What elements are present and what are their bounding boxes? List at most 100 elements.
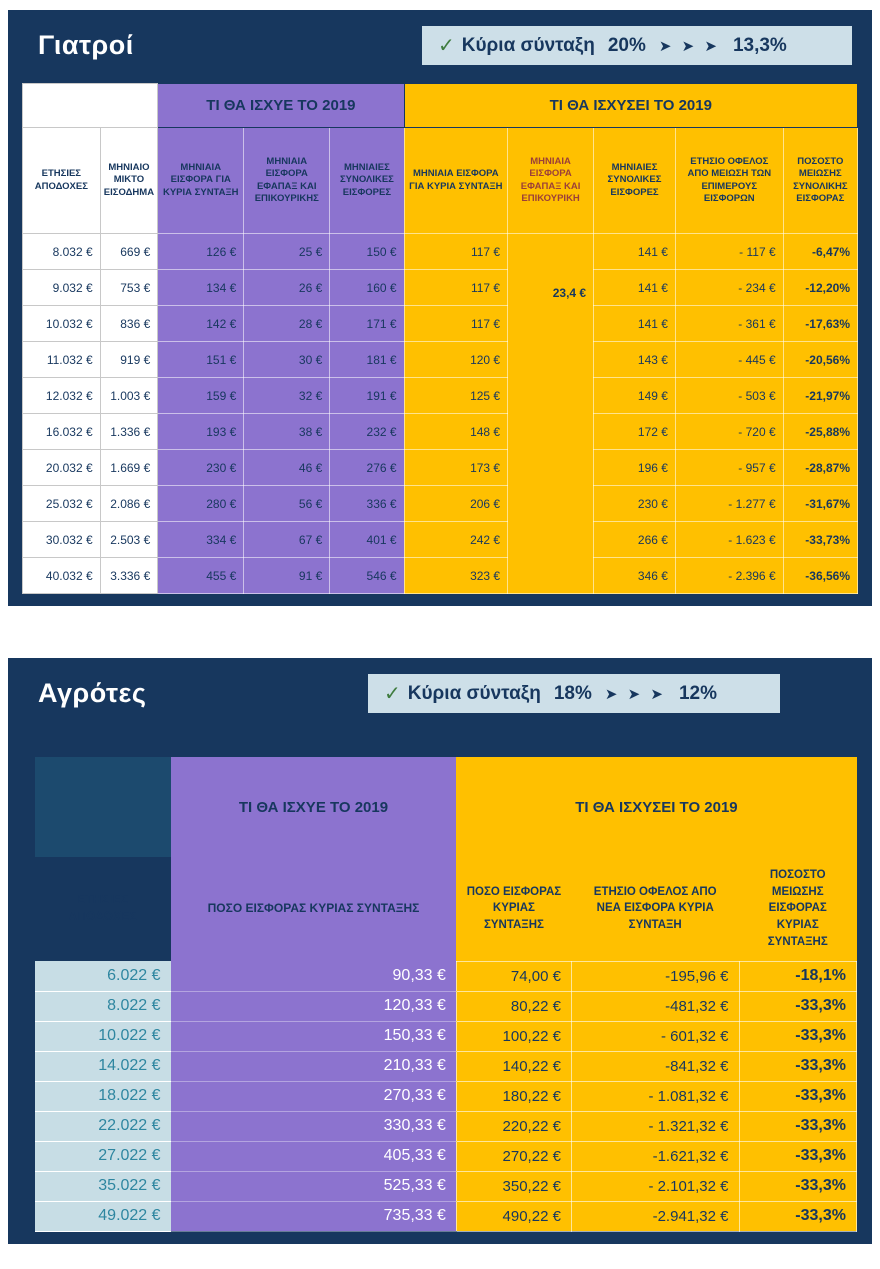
col-header-annual-income: ΕΤΗΣΙΕΣ ΑΠΟΔΟΧΕΣ [35, 857, 171, 961]
banner-label: Κύρια σύνταξη [407, 682, 541, 704]
cell: -195,96 € [570, 960, 740, 992]
cell: 142 € [157, 305, 245, 342]
cell: 40.032 € [22, 557, 101, 594]
cell: 330,33 € [170, 1111, 457, 1142]
col-header-new-main: ΜΗΝΙΑΙΑ ΕΙΣΦΟΡΑ ΓΙΑ ΚΥΡΙΑ ΣΥΝΤΑΞΗ [403, 127, 509, 234]
cell: 525,33 € [170, 1171, 457, 1202]
cell: - 601,32 € [570, 1020, 740, 1052]
cell: 401 € [329, 521, 405, 558]
cell: -33,3% [738, 990, 857, 1022]
cell: 266 € [593, 521, 676, 558]
cell: 11.032 € [22, 341, 101, 378]
cell: 46 € [243, 449, 331, 486]
cell: 1.336 € [99, 413, 159, 450]
col-header-annual-income: ΕΤΗΣΙΕΣ ΑΠΟΔΟΧΕΣ [22, 127, 101, 234]
cell: 151 € [157, 341, 245, 378]
col-header-annual-benefit: ΕΤΗΣΙΟ ΟΦΕΛΟΣ ΑΠΟ ΝΕΑ ΕΙΣΦΟΡΑ ΚΥΡΙΑ ΣΥΝΤ… [571, 857, 739, 961]
cell: 230 € [157, 449, 245, 486]
cell: 150 € [329, 233, 405, 270]
cell: - 1.321,32 € [570, 1110, 740, 1142]
cell: 126 € [157, 233, 245, 270]
cell: 141 € [593, 305, 676, 342]
table-row: 20.032 €1.669 €230 €46 €276 €173 €196 € -… [22, 449, 859, 486]
doctors-group-header-row: ΤΙ ΘΑ ΙΣΧΥΕ ΤΟ 2019 ΤΙ ΘΑ ΙΣΧΥΣΕΙ ΤΟ 201… [21, 83, 859, 128]
cell: 242 € [403, 521, 509, 558]
farmers-table-body: 6.022 €90,33 €74,00 € -195,96 € -18,1% 8.02… [35, 960, 857, 1232]
cell: - 1.081,32 € [570, 1080, 740, 1112]
cell: 25.032 € [22, 485, 101, 522]
arrows-icon: ➤ ➤ ➤ [604, 685, 666, 703]
cell: 74,00 € [455, 960, 572, 992]
cell: 919 € [99, 341, 159, 378]
cell: 6.022 € [35, 961, 171, 992]
cell: 8.022 € [35, 991, 171, 1022]
cell: 27.022 € [35, 1141, 171, 1172]
cell: -31,67% [782, 485, 859, 522]
cell: 30 € [243, 341, 331, 378]
cell: -20,56% [782, 341, 859, 378]
cell: 160 € [329, 269, 405, 306]
farmers-table: ΤΙ ΘΑ ΙΣΧΥΕ ΤΟ 2019 ΤΙ ΘΑ ΙΣΧΥΣΕΙ ΤΟ 201… [35, 757, 857, 1232]
cell: -12,20% [782, 269, 859, 306]
cell: 276 € [329, 449, 405, 486]
farmers-panel-head: Αγρότες ✓ Κύρια σύνταξη 18% ➤ ➤ ➤ 12% [22, 674, 858, 713]
merged-efapax-cell: 23,4 € [507, 233, 595, 594]
cell: 546 € [329, 557, 405, 594]
farmers-group-header-row: ΤΙ ΘΑ ΙΣΧΥΕ ΤΟ 2019 ΤΙ ΘΑ ΙΣΧΥΣΕΙ ΤΟ 201… [35, 757, 857, 857]
doctors-table: ΤΙ ΘΑ ΙΣΧΥΕ ΤΟ 2019 ΤΙ ΘΑ ΙΣΧΥΣΕΙ ΤΟ 201… [21, 83, 859, 594]
table-row: 10.032 €836 €142 €28 €171 €117 € 141 € - 3… [22, 305, 859, 342]
cell: 159 € [157, 377, 245, 414]
cell: 323 € [403, 557, 509, 594]
cell: 56 € [243, 485, 331, 522]
doctors-column-header-row: ΕΤΗΣΙΕΣ ΑΠΟΔΟΧΕΣ ΜΗΝΙΑΙΟ ΜΙΚΤΟ ΕΙΣΟΔΗΜΑ … [22, 127, 859, 234]
cell: 753 € [99, 269, 159, 306]
table-row: 30.032 €2.503 €334 €67 €401 €242 €266 € -… [22, 521, 859, 558]
cell: - 1.277 € [674, 485, 784, 522]
col-header-reduction-pct: ΠΟΣΟΣΤΟ ΜΕΙΩΣΗΣ ΕΙΣΦΟΡΑΣ ΚΥΡΙΑΣ ΣΥΝΤΑΞΗΣ [739, 857, 857, 961]
group-header-new: ΤΙ ΘΑ ΙΣΧΥΣΕΙ ΤΟ 2019 [403, 83, 859, 128]
cell: 196 € [593, 449, 676, 486]
cell: -33,3% [738, 1110, 857, 1142]
table-row: 27.022 €405,33 €270,22 € -1.621,32 € -33,3… [35, 1140, 857, 1172]
cell: 232 € [329, 413, 405, 450]
table-row: 16.032 €1.336 €193 €38 €232 €148 €172 € -… [22, 413, 859, 450]
cell: 171 € [329, 305, 405, 342]
doctors-panel-head: Γιατροί ✓ Κύρια σύνταξη 20% ➤ ➤ ➤ 13,3% [22, 26, 858, 65]
cell: 143 € [593, 341, 676, 378]
cell: 270,22 € [455, 1140, 572, 1172]
cell: 2.086 € [99, 485, 159, 522]
table-row: 25.032 €2.086 €280 €56 €336 €206 €230 € -… [22, 485, 859, 522]
group-header-old: ΤΙ ΘΑ ΙΣΧΥΕ ΤΟ 2019 [157, 83, 405, 128]
cell: -18,1% [738, 960, 857, 992]
cell: 1.669 € [99, 449, 159, 486]
cell: -33,73% [782, 521, 859, 558]
banner-old-rate: 20% [607, 34, 646, 56]
check-icon: ✓ [438, 35, 455, 57]
cell: -21,97% [782, 377, 859, 414]
cell: 140,22 € [455, 1050, 572, 1082]
cell: 149 € [593, 377, 676, 414]
col-header-monthly-gross: ΜΗΝΙΑΙΟ ΜΙΚΤΟ ΕΙΣΟΔΗΜΑ [99, 127, 159, 234]
cell: 117 € [403, 269, 509, 306]
col-header-new-contribution: ΠΟΣΟ ΕΙΣΦΟΡΑΣ ΚΥΡΙΑΣ ΣΥΝΤΑΞΗΣ [456, 857, 572, 961]
cell: -1.621,32 € [570, 1140, 740, 1172]
cell: 141 € [593, 269, 676, 306]
farmers-panel: Αγρότες ✓ Κύρια σύνταξη 18% ➤ ➤ ➤ 12% ΤΙ… [8, 658, 872, 1244]
cell: 38 € [243, 413, 331, 450]
col-header-annual-benefit: ΕΤΗΣΙΟ ΟΦΕΛΟΣ ΑΠΟ ΜΕΙΩΣΗ ΤΩΝ ΕΠΙΜΕΡΟΥΣ Ε… [674, 127, 784, 234]
cell: 334 € [157, 521, 245, 558]
cell: 150,33 € [170, 1021, 457, 1052]
arrows-icon: ➤ ➤ ➤ [658, 37, 720, 55]
col-header-old-total: ΜΗΝΙΑΙΕΣ ΣΥΝΟΛΙΚΕΣ ΕΙΣΦΟΡΕΣ [329, 127, 405, 234]
cell: 67 € [243, 521, 331, 558]
cell: 117 € [403, 233, 509, 270]
banner-label: Κύρια σύνταξη [461, 34, 595, 56]
table-row: 8.022 €120,33 €80,22 € -481,32 € -33,3% [35, 990, 857, 1022]
cell: 191 € [329, 377, 405, 414]
cell: 669 € [99, 233, 159, 270]
check-icon: ✓ [384, 683, 401, 705]
table-row: 9.032 €753 €134 €26 €160 €117 € 141 € - 23… [22, 269, 859, 306]
cell: - 503 € [674, 377, 784, 414]
banner-new-rate: 12% [678, 682, 717, 704]
cell: 2.503 € [99, 521, 159, 558]
